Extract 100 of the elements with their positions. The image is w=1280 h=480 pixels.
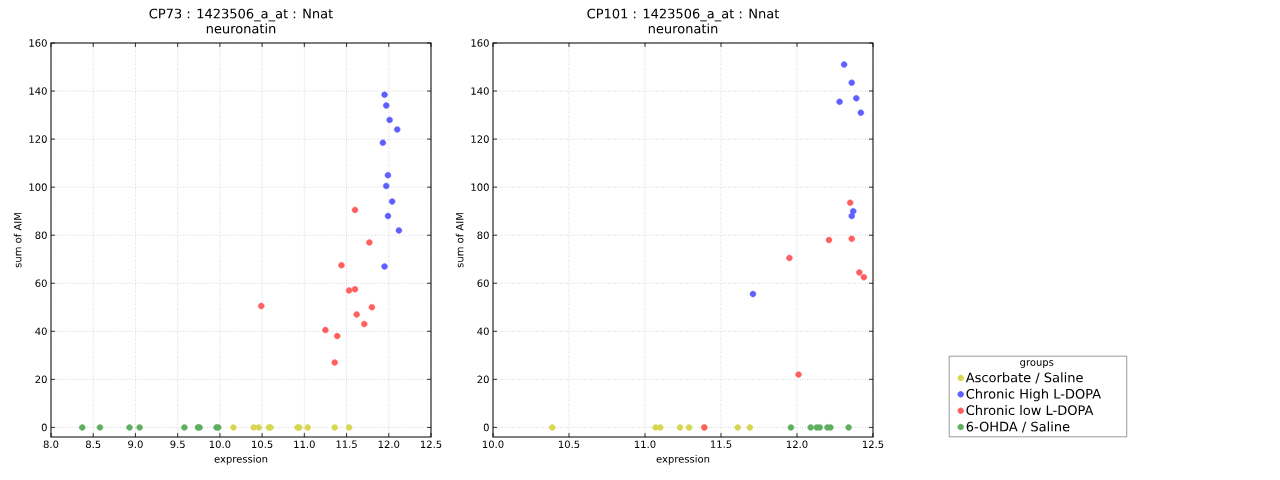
- point: [366, 239, 373, 246]
- point: [685, 424, 693, 431]
- x-tick-label: 8.5: [85, 440, 101, 449]
- point: [96, 424, 104, 431]
- y-tick-label: 20: [477, 375, 489, 384]
- x-tick-label: 11.0: [294, 440, 315, 449]
- point: [848, 79, 855, 86]
- point: [79, 424, 86, 431]
- y-tick-label: 20: [35, 375, 47, 384]
- point: [334, 332, 341, 340]
- y-tick-label: 120: [29, 135, 47, 143]
- chart-subtitle: neuronatin: [648, 23, 718, 34]
- point: [383, 102, 390, 109]
- point: [848, 235, 855, 242]
- x-tick-label: 12.0: [378, 440, 400, 449]
- point: [383, 182, 390, 190]
- point: [386, 116, 393, 124]
- x-tick-label: 9.5: [170, 440, 185, 449]
- y-tick-label: 140: [29, 87, 47, 95]
- y-tick-label: 100: [29, 183, 47, 191]
- point: [345, 424, 353, 431]
- legend-label: Chronic low L-DOPA: [966, 405, 1094, 416]
- y-tick-label: 60: [477, 279, 489, 288]
- point: [136, 424, 143, 431]
- x-tick-label: 12.5: [420, 440, 442, 449]
- y-tick-label: 100: [471, 183, 489, 191]
- point: [395, 227, 403, 234]
- point: [322, 326, 329, 334]
- y-tick-label: 140: [471, 87, 489, 95]
- x-tick-label: 8.0: [43, 440, 59, 449]
- x-tick-label: 10.5: [558, 440, 580, 449]
- point: [353, 311, 360, 318]
- y-tick-label: 160: [29, 39, 47, 47]
- x-tick-label: 9.0: [128, 440, 143, 449]
- chart-title: CP73 : 1423506_a_at : Nnat: [149, 8, 333, 22]
- y-axis-title: sum of AIM: [13, 213, 22, 268]
- point: [856, 269, 863, 276]
- y-tick-label: 0: [41, 423, 47, 432]
- y-tick-label: 40: [477, 327, 489, 336]
- x-tick-label: 10.0: [482, 440, 504, 449]
- point: [840, 61, 848, 68]
- y-tick-label: 80: [477, 231, 489, 239]
- point: [746, 424, 754, 431]
- point: [848, 212, 855, 220]
- point: [351, 206, 359, 214]
- chart-title: CP101 : 1423506_a_at : Nnat: [587, 8, 780, 22]
- point: [860, 274, 868, 281]
- y-tick-label: 120: [471, 135, 489, 143]
- y-tick-label: 0: [483, 423, 489, 432]
- legend-label: 6-OHDA / Saline: [966, 421, 1070, 433]
- point: [853, 95, 860, 102]
- point: [230, 424, 237, 431]
- point: [734, 424, 741, 431]
- point: [338, 262, 345, 269]
- point: [749, 290, 757, 298]
- x-tick-label: 12.5: [862, 440, 884, 449]
- point: [126, 424, 133, 431]
- x-tick-label: 11.5: [336, 440, 357, 448]
- x-axis-title: expression: [214, 454, 268, 465]
- point: [787, 424, 795, 431]
- point: [857, 109, 865, 116]
- point: [258, 302, 265, 310]
- point: [847, 199, 854, 206]
- x-tick-label: 12.0: [786, 440, 808, 449]
- y-tick-label: 160: [471, 39, 489, 47]
- point: [351, 286, 359, 293]
- point: [549, 424, 556, 431]
- point: [845, 424, 852, 431]
- point: [836, 98, 843, 106]
- legend-label: Chronic High L-DOPA: [966, 388, 1101, 402]
- x-tick-label: 10.5: [252, 440, 273, 449]
- point: [807, 424, 814, 431]
- y-axis-title: sum of AIM: [455, 213, 464, 268]
- chart-subtitle: neuronatin: [206, 23, 276, 34]
- point: [379, 139, 387, 146]
- x-axis-title: expression: [656, 454, 710, 465]
- point: [381, 91, 388, 98]
- x-tick-label: 11.5: [710, 440, 732, 448]
- point: [388, 198, 396, 205]
- point: [361, 320, 368, 328]
- point: [381, 263, 388, 270]
- legend-title: groups: [1020, 360, 1054, 368]
- point: [368, 304, 376, 311]
- point: [331, 359, 338, 366]
- point: [255, 424, 262, 431]
- point: [304, 424, 311, 431]
- y-tick-label: 60: [35, 279, 47, 288]
- y-tick-label: 80: [35, 231, 47, 239]
- point: [676, 424, 684, 431]
- legend-label: Ascorbate / Saline: [965, 372, 1083, 384]
- point: [795, 371, 802, 378]
- point: [345, 287, 353, 294]
- point: [384, 212, 392, 220]
- x-tick-label: 11.0: [634, 440, 656, 449]
- point: [331, 424, 338, 431]
- point: [181, 424, 188, 431]
- point: [384, 171, 392, 179]
- point: [825, 236, 833, 244]
- point: [786, 254, 793, 262]
- y-tick-label: 40: [35, 327, 47, 336]
